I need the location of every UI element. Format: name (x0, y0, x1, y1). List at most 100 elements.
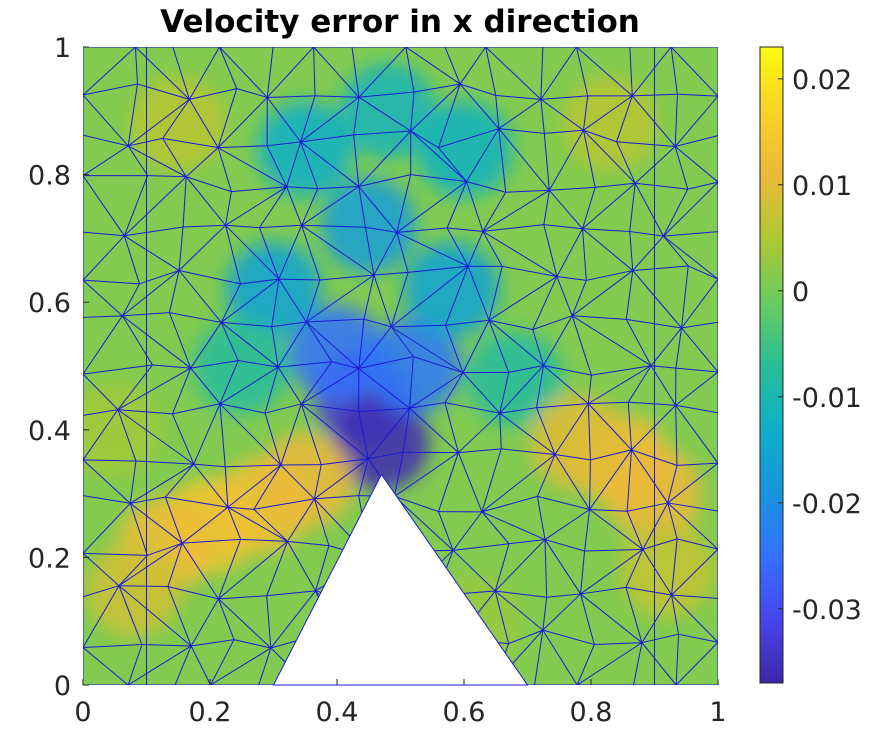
mesh-edge (83, 409, 119, 461)
mesh-edge (331, 361, 359, 369)
mesh-edge (121, 283, 140, 317)
error-hotspot (416, 101, 512, 198)
mesh-edge (481, 454, 556, 513)
mesh-edge (508, 629, 544, 645)
mesh-edge (542, 629, 578, 685)
mesh-edge (508, 364, 544, 373)
mesh-edge (548, 129, 584, 191)
mesh-edge (540, 47, 577, 100)
mesh-edge (358, 368, 410, 409)
mesh-edge (266, 145, 288, 187)
error-hotspot (225, 241, 322, 338)
mesh-edge (536, 407, 556, 455)
mesh-edge (687, 181, 718, 190)
mesh-edge (286, 186, 318, 190)
mesh-edge (178, 270, 222, 323)
mesh-edge (453, 543, 510, 551)
mesh-edge (253, 498, 315, 510)
mesh-edge (631, 404, 677, 451)
mesh-edge (240, 538, 288, 542)
mesh-edge (667, 502, 678, 540)
mesh-edge (358, 319, 365, 369)
mesh-edge (315, 545, 330, 592)
mesh-edge (580, 550, 586, 594)
mesh-edge (532, 276, 558, 330)
mesh-edge (631, 47, 672, 97)
mesh-edge (127, 145, 187, 178)
mesh-edge (193, 403, 221, 465)
error-hotspot (193, 318, 290, 414)
mesh-edge (467, 266, 490, 321)
mesh-edge (582, 228, 634, 271)
mesh-edge (124, 226, 184, 237)
mesh-edge (627, 402, 632, 450)
mesh-edge (674, 94, 678, 147)
mesh-edge (83, 134, 129, 147)
mesh-edge (584, 548, 643, 552)
mesh-edge (186, 176, 232, 193)
colorbar-tick-label: -0.03 (792, 595, 862, 626)
mesh-edge (178, 226, 184, 271)
mesh-edge (589, 509, 644, 550)
mesh-edge (663, 231, 718, 237)
mesh-edge (266, 97, 302, 143)
mesh-edge (580, 593, 643, 644)
mesh-edge (390, 265, 469, 328)
mesh-edge (123, 175, 149, 236)
mesh-edge (396, 232, 409, 273)
mesh-edge (467, 231, 484, 267)
mesh-edge (482, 231, 503, 267)
mesh-edge (364, 227, 375, 276)
y-tick-label: 0.6 (28, 288, 71, 319)
mesh-edge (582, 228, 587, 281)
mesh-edge (217, 539, 242, 600)
mesh-edge (129, 460, 137, 504)
mesh-edge (458, 448, 502, 454)
mesh-edge (616, 141, 676, 148)
mesh-edge (540, 95, 588, 100)
mesh-edge (582, 228, 630, 233)
mesh-edge (642, 549, 672, 596)
mesh-edge (485, 47, 497, 96)
mesh-edge (625, 549, 644, 588)
mesh-edge (576, 47, 633, 97)
mesh-edge (301, 225, 321, 281)
mesh-edge (391, 324, 446, 328)
mesh-edge (135, 460, 194, 465)
mesh-edge (185, 176, 226, 226)
mesh-edge (253, 508, 288, 542)
mesh-edge (681, 278, 718, 329)
mesh-edge (358, 130, 412, 187)
mesh-edge (396, 227, 448, 233)
mesh-edge (670, 47, 718, 97)
mesh-edge (219, 403, 282, 466)
mesh-edge (495, 95, 500, 129)
mesh-edge (544, 539, 548, 598)
mesh-edge (305, 321, 333, 363)
mesh-edge (498, 98, 542, 130)
mesh-edge (218, 47, 238, 89)
mesh-edge (540, 99, 545, 134)
mesh-edge (353, 130, 411, 136)
mesh-edge (300, 95, 316, 143)
mesh-edge (675, 404, 718, 414)
mesh-edge (189, 47, 220, 100)
mesh-edge (438, 128, 499, 149)
mesh-edge (225, 224, 260, 229)
mesh-edge (625, 270, 634, 320)
mesh-edge (485, 47, 542, 100)
mesh-edge (572, 315, 627, 320)
mesh-edge (129, 503, 148, 556)
mesh-edge (301, 224, 366, 228)
mesh-edge (141, 643, 192, 647)
mesh-edge (210, 647, 272, 685)
mesh-edge (227, 506, 254, 510)
mesh-edge (300, 141, 319, 189)
mesh-edge (410, 91, 415, 132)
mesh-edge (219, 403, 226, 467)
mesh-edge (488, 320, 510, 373)
mesh-edge (390, 326, 414, 357)
mesh-edge (83, 364, 153, 375)
mesh-edge (536, 403, 589, 409)
mesh-edge (225, 224, 280, 280)
